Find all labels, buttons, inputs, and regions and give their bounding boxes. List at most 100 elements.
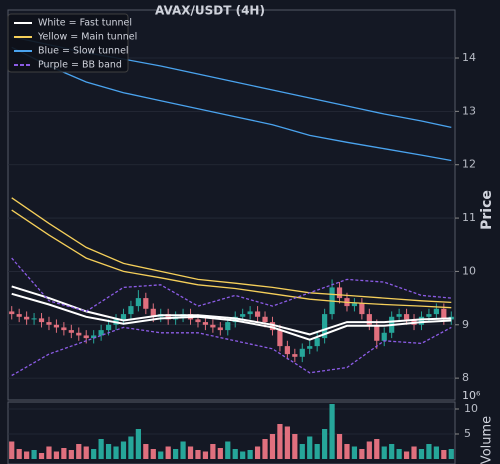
volume-offset-label: 10⁶ — [462, 389, 481, 402]
candle-body — [426, 314, 432, 317]
candle-body — [105, 324, 112, 331]
y-tick-label: 11 — [462, 211, 476, 224]
volume-bar — [418, 449, 425, 459]
y-tick-label: 10 — [462, 264, 476, 277]
candle-body — [381, 332, 387, 341]
candle-body — [135, 298, 141, 307]
candle-body — [38, 318, 45, 323]
tunnel-line — [11, 326, 452, 377]
volume-bar — [76, 444, 82, 459]
candle-body — [299, 348, 305, 357]
volume-bar — [16, 449, 22, 459]
volume-bar — [448, 449, 454, 459]
legend-label: Blue = Slow tunnel — [38, 46, 129, 57]
volume-bar — [105, 444, 112, 459]
volume-bar — [217, 448, 223, 459]
volume-bar — [165, 446, 171, 459]
candle-body — [292, 354, 298, 357]
tunnel-line — [11, 292, 452, 341]
candle-body — [128, 306, 134, 315]
candle-body — [16, 314, 22, 317]
volume-bar — [232, 449, 238, 459]
volume-bar — [322, 429, 328, 459]
volume-bar — [307, 436, 313, 459]
volume-bar — [403, 451, 410, 459]
y-tick-label: 10 — [464, 402, 478, 415]
candle-body — [396, 314, 402, 317]
volume-bar — [180, 441, 186, 459]
volume-bar — [38, 453, 45, 459]
volume-bar — [329, 404, 335, 459]
volume-bar — [381, 446, 387, 459]
candle-body — [165, 314, 171, 320]
candle-body — [225, 322, 231, 331]
volume-bar — [195, 450, 201, 459]
candle-body — [336, 287, 343, 299]
volume-bar — [344, 444, 350, 459]
volume-bar — [277, 424, 283, 459]
volume-bar — [262, 439, 268, 459]
volume-bar — [389, 444, 395, 459]
volume-bar — [158, 451, 164, 459]
y-tick-label: 13 — [462, 104, 476, 117]
candle-body — [284, 346, 290, 355]
y-tick-label: 9 — [462, 318, 469, 331]
candle-body — [120, 314, 127, 320]
volume-bar — [9, 441, 15, 459]
legend-label: Yellow = Main tunnel — [37, 32, 137, 43]
volume-bar — [284, 426, 290, 459]
volume-bar — [426, 444, 432, 459]
candle-body — [240, 314, 246, 317]
volume-bar — [269, 434, 276, 459]
candle-body — [314, 338, 320, 347]
candle-body — [53, 324, 60, 328]
volume-bar — [128, 436, 134, 459]
volume-bar — [143, 444, 149, 459]
volume-bar — [83, 446, 89, 459]
volume-bar — [225, 441, 231, 459]
candle-body — [441, 308, 447, 320]
tunnel-line — [11, 209, 452, 309]
candle-body — [277, 330, 283, 347]
volume-bar — [359, 449, 365, 459]
volume-bar — [53, 451, 60, 459]
volume-bar — [441, 450, 447, 459]
volume-bar — [299, 444, 305, 459]
y-axis-label: Price — [479, 190, 495, 230]
tunnel-line — [11, 257, 452, 313]
candle-body — [31, 318, 37, 320]
candle-body — [366, 314, 372, 325]
y-tick-label: 5 — [464, 427, 471, 440]
volume-bar — [210, 444, 216, 459]
volume-bar — [61, 448, 67, 459]
volume-bar — [46, 446, 52, 459]
candle-body — [143, 298, 149, 309]
candle-body — [433, 308, 439, 315]
volume-bar — [173, 449, 179, 459]
candle-body — [91, 335, 97, 339]
y-tick-label: 8 — [462, 371, 469, 384]
candle-body — [217, 327, 223, 331]
candle-body — [254, 311, 261, 317]
candle-body — [202, 322, 209, 325]
candle-body — [262, 316, 268, 323]
candle-body — [351, 303, 358, 307]
volume-bar — [314, 444, 320, 459]
volume-bar — [113, 446, 119, 459]
volume-bar — [292, 434, 298, 459]
chart-title: AVAX/USDT (4H) — [155, 4, 265, 18]
candle-body — [24, 316, 30, 320]
candle-body — [403, 314, 410, 320]
volume-bar — [336, 434, 343, 459]
volume-bar — [187, 446, 194, 459]
volume-bar — [351, 446, 358, 459]
candle-body — [359, 303, 365, 315]
candle-body — [210, 324, 216, 328]
volume-bar — [202, 451, 209, 459]
volume-bar — [24, 451, 30, 459]
volume-bar — [150, 449, 156, 459]
volume-bar — [254, 446, 261, 459]
volume-bar — [120, 441, 127, 459]
volume-bar — [68, 450, 74, 459]
